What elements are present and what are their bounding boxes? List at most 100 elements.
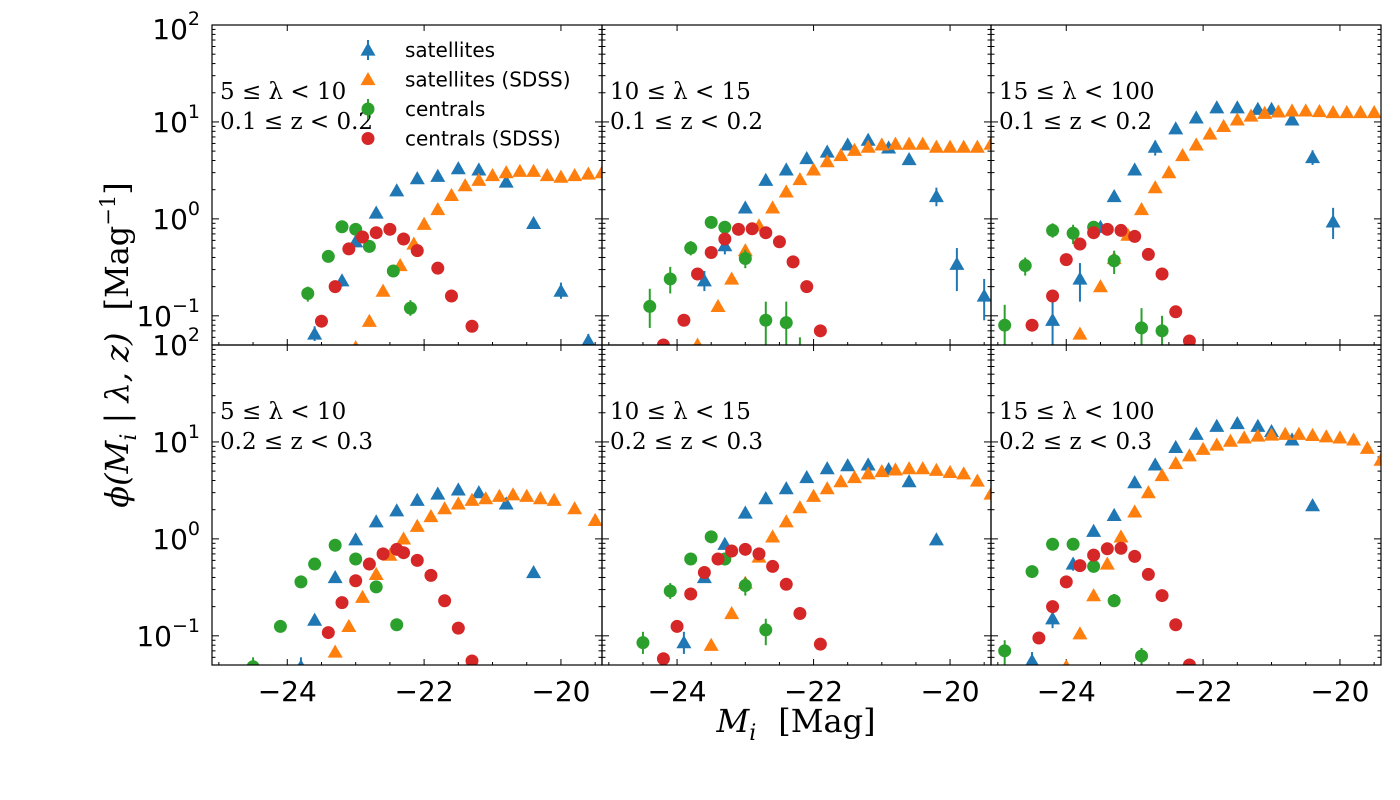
triangle-marker bbox=[1270, 104, 1286, 118]
triangle-marker bbox=[1113, 529, 1129, 543]
circle-marker bbox=[328, 538, 342, 552]
triangle-marker bbox=[819, 144, 835, 158]
panel-ticks bbox=[212, 344, 602, 666]
triangle-marker bbox=[409, 518, 425, 532]
circle-marker bbox=[779, 316, 793, 330]
panel-data bbox=[998, 100, 1381, 345]
triangle-marker bbox=[1325, 214, 1341, 228]
circle-marker bbox=[1107, 254, 1121, 268]
triangle-marker bbox=[840, 137, 856, 151]
triangle-marker bbox=[409, 492, 425, 506]
triangle-marker bbox=[928, 532, 944, 546]
circle-marker bbox=[1128, 549, 1142, 563]
triangle-marker bbox=[389, 183, 405, 197]
circle-marker bbox=[1059, 253, 1073, 267]
panel-label-lambda: 5 ≤ λ < 10 bbox=[220, 399, 346, 425]
circle-marker bbox=[656, 338, 670, 345]
triangle-marker bbox=[1332, 430, 1348, 444]
circle-marker bbox=[643, 299, 657, 313]
circle-marker bbox=[308, 557, 322, 571]
circle-marker bbox=[386, 264, 400, 278]
panel-label-lambda: 5 ≤ λ < 10 bbox=[220, 79, 346, 105]
triangle-marker bbox=[587, 512, 602, 527]
circle-marker bbox=[786, 255, 800, 269]
circle-marker bbox=[1025, 565, 1039, 579]
triangle-marker bbox=[1209, 437, 1225, 451]
circle-marker bbox=[335, 220, 349, 234]
triangle-marker bbox=[956, 139, 972, 153]
circle-marker bbox=[314, 314, 328, 328]
circle-marker bbox=[321, 626, 335, 640]
triangle-marker bbox=[1106, 189, 1122, 203]
triangle-marker bbox=[375, 283, 391, 297]
panel-data bbox=[998, 415, 1381, 665]
series-satellites-sdss bbox=[327, 487, 602, 658]
y-tick-base: 10 bbox=[136, 300, 172, 333]
y-tick-label: 10−1 bbox=[136, 615, 200, 653]
circle-marker bbox=[390, 618, 404, 632]
triangle-marker bbox=[1072, 626, 1088, 640]
triangle-marker bbox=[1311, 104, 1327, 118]
triangle-marker bbox=[368, 514, 384, 528]
triangle-marker bbox=[1175, 148, 1191, 162]
legend-marker bbox=[361, 102, 375, 116]
triangle-marker bbox=[874, 137, 890, 151]
circle-marker bbox=[998, 318, 1012, 332]
triangle-marker bbox=[546, 492, 562, 506]
circle-marker bbox=[1182, 334, 1196, 345]
triangle-marker bbox=[670, 353, 685, 366]
circle-marker bbox=[800, 280, 814, 294]
triangle-marker bbox=[806, 162, 822, 176]
triangle-marker bbox=[860, 132, 876, 146]
series-centrals bbox=[998, 537, 1149, 665]
triangle-marker bbox=[840, 458, 856, 472]
y-tick-exponent: −1 bbox=[172, 615, 200, 637]
series-centrals-sdss bbox=[656, 542, 827, 665]
triangle-marker bbox=[1140, 485, 1156, 499]
triangle-marker bbox=[969, 139, 985, 153]
triangle-marker bbox=[1236, 430, 1252, 444]
series-centrals bbox=[998, 220, 1169, 345]
circle-marker bbox=[1032, 631, 1046, 645]
circle-marker bbox=[294, 575, 308, 589]
circle-marker bbox=[752, 547, 766, 561]
circle-marker bbox=[793, 354, 806, 367]
triangle-marker bbox=[915, 461, 931, 475]
triangle-marker bbox=[1188, 110, 1204, 124]
triangle-marker bbox=[1264, 427, 1280, 441]
triangle-marker bbox=[1154, 468, 1170, 482]
x-tick-label: −24 bbox=[648, 675, 707, 708]
panel-data bbox=[246, 482, 602, 665]
x-axis-label-subscript: i bbox=[749, 721, 756, 746]
triangle-marker bbox=[553, 283, 569, 297]
triangle-marker bbox=[581, 333, 595, 345]
panel-label-lambda: 15 ≤ λ < 100 bbox=[999, 79, 1155, 105]
circle-marker bbox=[465, 319, 479, 333]
triangle-marker bbox=[423, 509, 439, 523]
triangle-marker bbox=[778, 514, 794, 528]
triangle-marker bbox=[1298, 103, 1314, 117]
legend: satellites satellites (SDSS) centrals centr… bbox=[360, 38, 571, 151]
triangle-marker bbox=[1168, 439, 1184, 453]
triangle-marker bbox=[553, 169, 569, 183]
series-centrals bbox=[643, 215, 806, 367]
triangle-marker bbox=[327, 569, 343, 584]
x-axis-label: Mi [Mag] bbox=[715, 702, 875, 746]
triangle-marker bbox=[1229, 112, 1245, 126]
circle-marker bbox=[684, 587, 698, 601]
circle-marker bbox=[376, 547, 390, 561]
circle-marker bbox=[349, 552, 363, 566]
triangle-marker bbox=[1257, 105, 1273, 119]
triangle-marker bbox=[1373, 452, 1381, 466]
triangle-marker bbox=[464, 492, 480, 506]
triangle-marker bbox=[1092, 279, 1108, 293]
series-satellites bbox=[297, 482, 542, 665]
circle-marker bbox=[321, 249, 335, 263]
panel-label-lambda: 15 ≤ λ < 100 bbox=[999, 399, 1155, 425]
circle-marker bbox=[342, 242, 356, 256]
triangle-marker bbox=[724, 605, 740, 620]
triangle-marker bbox=[799, 469, 815, 484]
triangle-marker bbox=[361, 313, 377, 327]
triangle-marker bbox=[765, 200, 781, 214]
triangle-marker bbox=[450, 496, 466, 510]
